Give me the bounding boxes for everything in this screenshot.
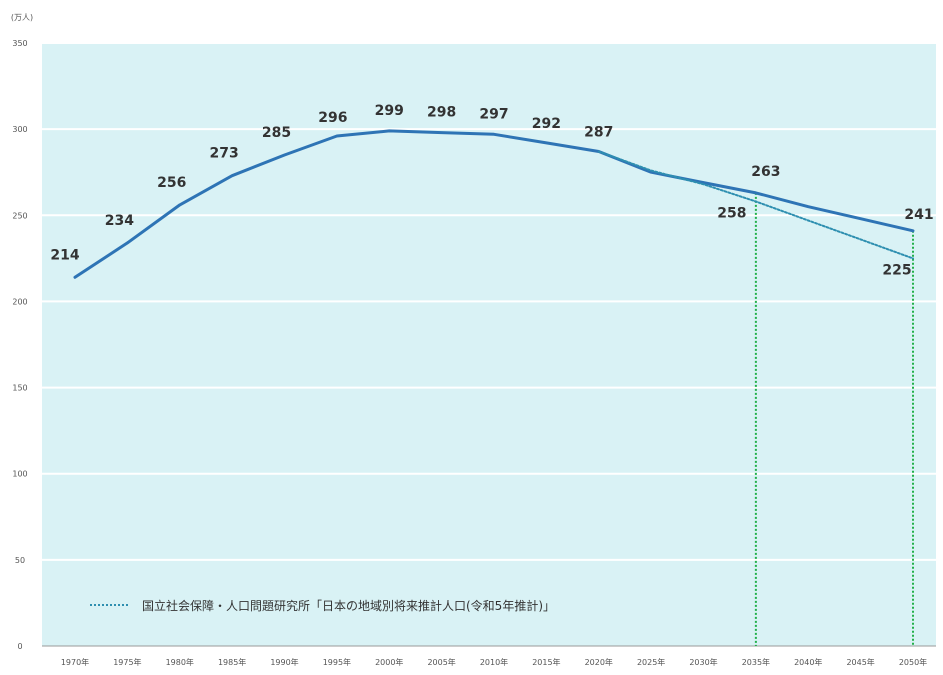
y-tick-label: 0 — [17, 642, 22, 651]
y-tick-label: 150 — [12, 384, 27, 393]
main-series-line — [73, 129, 915, 279]
data-label: 299 — [375, 103, 404, 119]
data-label: 225 — [882, 262, 911, 278]
y-tick-label: 100 — [12, 470, 27, 479]
data-label: 296 — [318, 110, 347, 126]
x-tick-label: 1985年 — [218, 657, 246, 667]
x-tick-label: 2050年 — [899, 657, 927, 667]
data-label: 287 — [584, 125, 613, 141]
data-label: 263 — [751, 164, 780, 180]
data-label: 297 — [479, 106, 508, 122]
data-label: 285 — [262, 125, 291, 141]
data-label: 256 — [157, 175, 186, 191]
data-label: 273 — [210, 146, 239, 162]
x-tick-label: 2010年 — [480, 657, 508, 667]
data-label: 241 — [904, 207, 933, 223]
data-label: 298 — [427, 105, 456, 121]
x-tick-label: 2045年 — [846, 657, 874, 667]
y-unit-label: (万人) — [11, 13, 33, 22]
x-tick-label: 2005年 — [427, 657, 455, 667]
x-tick-label: 2035年 — [742, 657, 770, 667]
x-tick-label: 1980年 — [166, 657, 194, 667]
y-tick-label: 300 — [12, 125, 27, 134]
x-tick-label: 1970年 — [61, 657, 89, 667]
x-tick-label: 2040年 — [794, 657, 822, 667]
projection-series-line — [597, 150, 914, 260]
data-label: 292 — [532, 116, 561, 132]
y-tick-label: 50 — [15, 556, 25, 565]
data-label: 234 — [105, 213, 134, 229]
y-tick-label: 200 — [12, 297, 27, 306]
x-tick-label: 1990年 — [270, 657, 298, 667]
y-tick-label: 350 — [12, 39, 27, 48]
plot-area — [42, 43, 936, 646]
x-tick-label: 2000年 — [375, 657, 403, 667]
data-label: 258 — [717, 206, 746, 222]
x-tick-label: 2020年 — [585, 657, 613, 667]
y-tick-label: 250 — [12, 211, 27, 220]
x-tick-label: 1975年 — [113, 657, 141, 667]
x-tick-label: 2025年 — [637, 657, 665, 667]
legend-label: 国立社会保障・人口問題研究所「日本の地域別将来推計人口(令和5年推計)」 — [142, 598, 555, 613]
x-tick-label: 1995年 — [323, 657, 351, 667]
x-tick-label: 2015年 — [532, 657, 560, 667]
data-label: 214 — [50, 247, 79, 263]
x-tick-label: 2030年 — [689, 657, 717, 667]
